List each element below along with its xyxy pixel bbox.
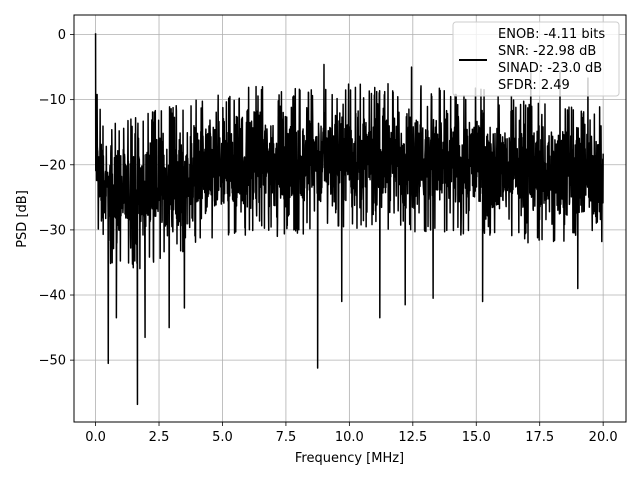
legend: ENOB: -4.11 bits SNR: -22.98 dB SINAD: -… (452, 21, 620, 97)
legend-line-sfdr: SFDR: 2.49 (498, 78, 570, 93)
axes-frame (73, 14, 627, 423)
legend-line-sinad: SINAD: -23.0 dB (498, 61, 602, 76)
series-layer (94, 33, 604, 406)
y-tick-label: 0 (58, 28, 66, 43)
x-tick-label: 17.5 (525, 430, 554, 445)
x-axis-title: Frequency [MHz] (295, 451, 404, 466)
legend-box (452, 21, 620, 97)
legend-line-enob: ENOB: -4.11 bits (498, 27, 605, 42)
x-tick-label: 15.0 (462, 430, 491, 445)
x-tick-label: 5.0 (212, 430, 233, 445)
x-tick-label: 20.0 (589, 430, 618, 445)
y-tick-label: −20 (39, 158, 66, 173)
y-tick-label: −50 (39, 354, 66, 369)
y-tick-label: −40 (39, 289, 66, 304)
y-tick-label: −10 (39, 93, 66, 108)
x-tick-label: 10.0 (335, 430, 364, 445)
legend-line-snr: SNR: -22.98 dB (498, 44, 596, 59)
x-tick-label: 7.5 (276, 430, 297, 445)
y-axis-ticks: 0 −10 −20 −30 −40 −50 (39, 28, 74, 369)
y-axis-title: PSD [dB] (15, 190, 30, 248)
x-tick-label: 12.5 (398, 430, 427, 445)
psd-series-line (94, 33, 604, 406)
x-tick-label: 0.0 (85, 430, 106, 445)
x-axis-ticks: 0.0 2.5 5.0 7.5 10.0 12.5 15.0 17.5 20.0 (85, 422, 618, 445)
x-tick-label: 2.5 (149, 430, 170, 445)
y-tick-label: −30 (39, 223, 66, 238)
